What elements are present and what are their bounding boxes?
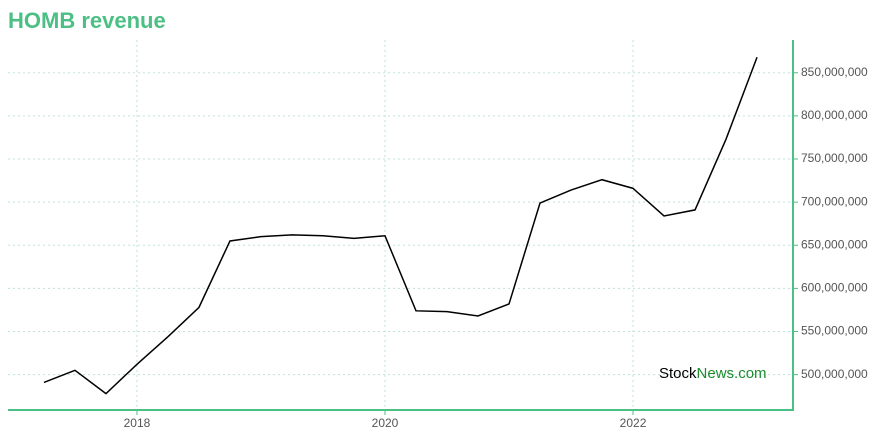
chart-title: HOMB revenue xyxy=(8,8,166,33)
y-tick-label: 650,000,000 xyxy=(801,237,868,251)
y-tick-label: 550,000,000 xyxy=(801,324,868,338)
watermark: StockNews.com xyxy=(659,365,767,382)
y-tick-label: 700,000,000 xyxy=(801,194,868,208)
watermark-stock: Stock xyxy=(659,365,697,382)
x-tick-label: 2018 xyxy=(124,416,151,430)
y-tick-label: 800,000,000 xyxy=(801,108,868,122)
line xyxy=(43,56,758,395)
y-tick-label: 750,000,000 xyxy=(801,151,868,165)
x-tick-label: 2020 xyxy=(372,416,399,430)
y-tick-label: 600,000,000 xyxy=(801,281,868,295)
y-tick-label: 500,000,000 xyxy=(801,367,868,381)
watermark-news: News.com xyxy=(697,365,767,382)
x-tick-label: 2022 xyxy=(620,416,647,430)
y-tick-label: 850,000,000 xyxy=(801,65,868,79)
